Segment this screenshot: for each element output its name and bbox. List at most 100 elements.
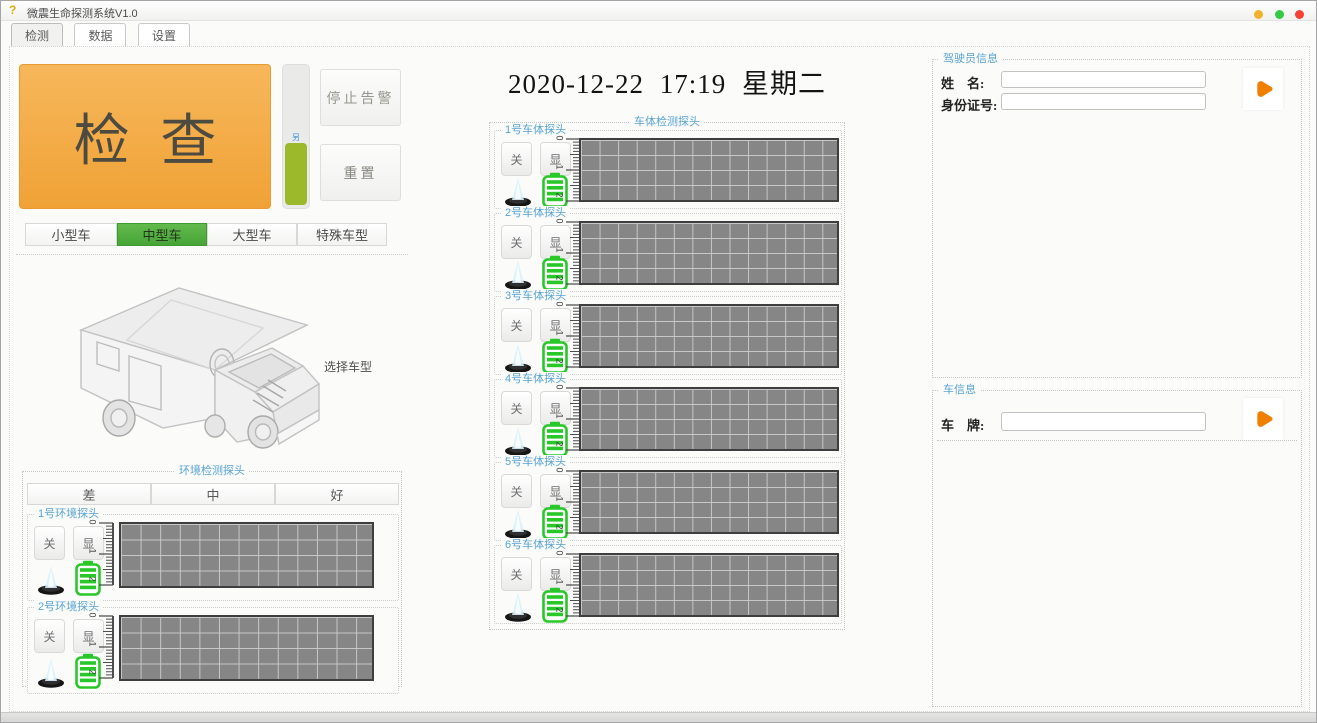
ruler-tick-label: 2	[87, 669, 98, 675]
probe-ruler: 0 1 2	[553, 467, 581, 537]
play-icon	[1244, 70, 1282, 108]
driver-id-label: 身份证号:	[941, 98, 998, 113]
ruler-tick-label: 0	[87, 519, 98, 525]
datetime-display: 2020-12-22 17:19 星期二	[508, 69, 826, 99]
ruler-ticks-icon	[98, 521, 114, 587]
minimize-button[interactable]	[1254, 10, 1264, 19]
title-bar: ? 微震生命探测系统V1.0	[1, 1, 1316, 21]
divider	[16, 254, 408, 255]
vehicle-type-small-button[interactable]: 小型车	[25, 223, 117, 246]
driver-group-title: 驾驶员信息	[939, 52, 1002, 67]
vehicle-type-medium-button[interactable]: 中型车	[117, 223, 207, 246]
reset-button[interactable]: 重置	[320, 144, 401, 201]
sensor-fountain-icon	[501, 507, 535, 539]
body-probe-group: 车体检测探头 1号车体探头 关 显 0 1 2 2号车体探头 关	[489, 115, 845, 630]
driver-info-group: 驾驶员信息 姓 名: 身份证号:	[932, 52, 1302, 378]
env-probe-panel-2: 2号环境探头 关 显 0 1 2	[27, 600, 399, 694]
driver-voice-play-button[interactable]	[1243, 68, 1283, 110]
probe-label: 4号车体探头	[501, 372, 571, 387]
probe-waveform-grid	[579, 387, 839, 451]
slider-marker-label: 另	[292, 133, 300, 142]
ruler-tick-label: 0	[554, 467, 565, 473]
driver-id-input[interactable]	[1001, 93, 1206, 110]
ruler-tick-label: 1	[87, 548, 98, 554]
ruler-tick-label: 1	[554, 579, 565, 585]
env-quality-bad-button[interactable]: 差	[27, 483, 151, 505]
plate-label: 车 牌:	[941, 418, 985, 433]
probe-show-button[interactable]: 显	[540, 391, 571, 425]
sensor-fountain-icon	[34, 563, 68, 595]
ruler-tick-label: 2	[554, 358, 565, 364]
tab-bar: 检测 数据 设置	[11, 23, 197, 49]
body-probe-panel-4: 4号车体探头 关 显 0 1 2	[494, 372, 842, 458]
ruler-tick-label: 1	[87, 641, 98, 647]
driver-name-input[interactable]	[1001, 71, 1206, 88]
app-logo-icon: ?	[9, 3, 17, 17]
select-vehicle-hint: 选择车型	[324, 360, 373, 374]
probe-show-button[interactable]: 显	[540, 142, 571, 176]
vehicle-type-special-button[interactable]: 特殊车型	[297, 223, 387, 246]
probe-ruler: 0 1 2	[553, 218, 581, 288]
sensor-fountain-icon	[501, 175, 535, 207]
env-quality-good-button[interactable]: 好	[275, 483, 399, 505]
probe-off-button[interactable]: 关	[501, 557, 532, 591]
probe-show-button[interactable]: 显	[73, 619, 104, 653]
play-icon	[1244, 400, 1282, 438]
vehicle-info-group: 车信息 车 牌:	[932, 383, 1302, 707]
probe-off-button[interactable]: 关	[501, 308, 532, 342]
sensor-fountain-icon	[501, 341, 535, 373]
sensor-fountain-icon	[501, 590, 535, 622]
probe-label: 1号车体探头	[501, 123, 571, 138]
probe-off-button[interactable]: 关	[501, 225, 532, 259]
ruler-tick-label: 1	[554, 247, 565, 253]
probe-waveform-grid	[579, 138, 839, 202]
probe-show-button[interactable]: 显	[540, 225, 571, 259]
probe-off-button[interactable]: 关	[34, 619, 65, 653]
maximize-button[interactable]	[1274, 10, 1284, 19]
body-probe-panel-2: 2号车体探头 关 显 0 1 2	[494, 206, 842, 292]
probe-waveform-grid	[579, 470, 839, 534]
probe-show-button[interactable]: 显	[540, 474, 571, 508]
probe-off-button[interactable]: 关	[501, 142, 532, 176]
probe-waveform-grid	[119, 615, 374, 681]
ruler-tick-label: 0	[554, 301, 565, 307]
ruler-ticks-icon	[98, 614, 114, 680]
body-probe-panel-5: 5号车体探头 关 显 0 1 2	[494, 455, 842, 541]
probe-label: 6号车体探头	[501, 538, 571, 553]
probe-ruler: 0 1 2	[553, 301, 581, 371]
probe-ruler: 0 1 2	[86, 613, 114, 682]
probe-show-button[interactable]: 显	[540, 308, 571, 342]
tab-settings[interactable]: 设置	[137, 23, 190, 49]
body-group-title: 车体检测探头	[630, 115, 704, 130]
ruler-tick-label: 1	[554, 413, 565, 419]
probe-off-button[interactable]: 关	[34, 526, 65, 560]
probe-waveform-grid	[579, 221, 839, 285]
close-button[interactable]	[1295, 10, 1304, 19]
probe-show-button[interactable]: 显	[73, 526, 104, 560]
body-probe-panel-6: 6号车体探头 关 显 0 1 2	[494, 538, 842, 624]
slider-fill	[285, 143, 307, 205]
probe-off-button[interactable]: 关	[501, 474, 532, 508]
plate-input[interactable]	[1001, 412, 1206, 431]
vehicle-voice-play-button[interactable]	[1243, 398, 1283, 440]
probe-off-button[interactable]: 关	[501, 391, 532, 425]
vehicle-group-title: 车信息	[939, 383, 980, 398]
probe-label: 1号环境探头	[34, 507, 104, 522]
tab-page-detect: 检查 另 停止告警 重置 小型车 中型车 大型车 特殊车型 选择车型 环境检测探…	[9, 46, 1310, 712]
ruler-tick-label: 0	[554, 218, 565, 224]
level-slider[interactable]: 另	[282, 64, 310, 209]
probe-waveform-grid	[579, 553, 839, 617]
vehicle-type-large-button[interactable]: 大型车	[207, 223, 297, 246]
probe-ruler: 0 1 2	[553, 136, 581, 205]
env-quality-mid-button[interactable]: 中	[151, 483, 275, 505]
check-button[interactable]: 检查	[19, 64, 271, 209]
probe-ruler: 0 1 2	[86, 519, 114, 589]
sensor-fountain-icon	[34, 656, 68, 688]
tab-detect[interactable]: 检测	[11, 23, 64, 49]
stop-alarm-button[interactable]: 停止告警	[320, 69, 401, 126]
probe-label: 3号车体探头	[501, 289, 571, 304]
ruler-tick-label: 1	[554, 164, 565, 170]
probe-ruler: 0 1 2	[553, 551, 581, 620]
sensor-fountain-icon	[501, 424, 535, 456]
